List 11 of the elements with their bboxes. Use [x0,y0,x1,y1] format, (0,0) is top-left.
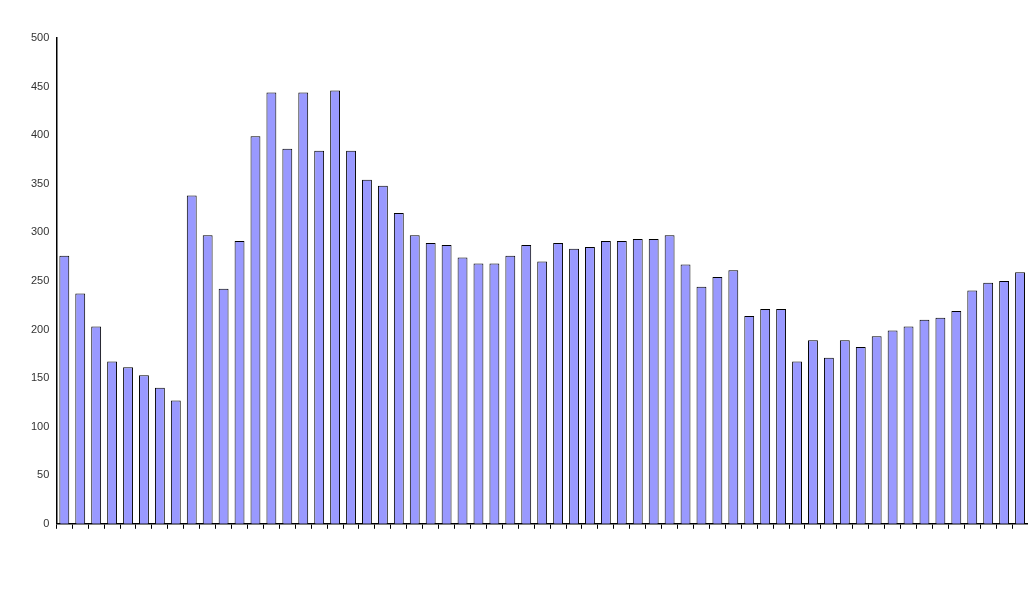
y-tick-label: 0 [43,516,50,529]
y-tick-label: 150 [30,371,50,384]
y-tick-label: 250 [30,273,50,286]
y-tick-label: 200 [30,322,50,335]
y-tick-label: 400 [30,128,50,141]
y-tick-label: 350 [30,176,50,189]
y-tick-label: 450 [30,79,50,92]
y-tick-label: 500 [30,31,50,44]
y-tick-label: 50 [37,468,50,481]
y-tick-label: 100 [30,419,50,432]
y-tick-label: 300 [30,225,50,238]
